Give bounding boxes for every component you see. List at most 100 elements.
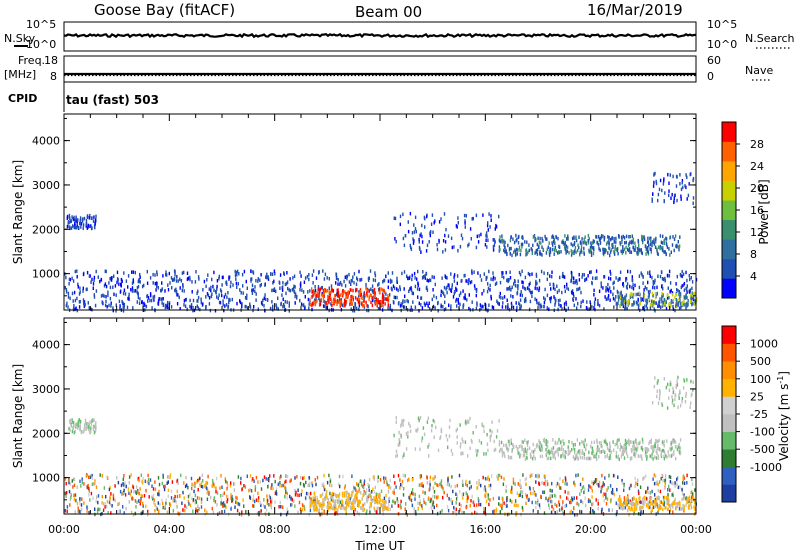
freq-label-1: Freq. <box>18 54 45 67</box>
data-cell <box>526 456 527 460</box>
data-cell <box>138 479 139 483</box>
data-cell <box>366 287 367 291</box>
data-cell <box>424 216 425 220</box>
data-cell <box>579 442 580 446</box>
data-cell <box>681 197 682 201</box>
data-cell <box>596 482 597 486</box>
data-cell <box>340 293 341 297</box>
data-cell <box>618 438 619 442</box>
data-cell <box>324 498 325 502</box>
data-cell <box>454 279 455 283</box>
data-cell <box>107 500 108 504</box>
data-cell <box>591 251 592 255</box>
data-cell <box>627 270 628 274</box>
data-cell <box>613 286 614 290</box>
data-cell <box>660 306 661 310</box>
data-cell <box>552 438 553 442</box>
data-cell <box>441 276 442 280</box>
data-cell <box>277 297 278 301</box>
data-cell <box>692 482 693 486</box>
data-cell <box>616 248 617 252</box>
data-cell <box>310 303 311 307</box>
data-cell <box>676 199 677 203</box>
data-cell <box>502 239 503 243</box>
data-cell <box>228 301 229 305</box>
data-cell <box>612 440 613 444</box>
data-cell <box>652 477 653 481</box>
data-cell <box>682 181 683 185</box>
data-cell <box>590 241 591 245</box>
data-cell <box>544 475 545 479</box>
data-cell <box>578 457 579 461</box>
data-cell <box>430 230 431 234</box>
data-cell <box>456 497 457 501</box>
data-cell <box>237 509 238 513</box>
data-cell <box>413 239 414 243</box>
data-cell <box>154 273 155 277</box>
data-cell <box>299 501 300 505</box>
data-cell <box>690 405 691 409</box>
data-cell <box>388 296 389 300</box>
data-cell <box>198 296 199 300</box>
data-cell <box>622 446 623 450</box>
data-cell <box>532 501 533 505</box>
data-cell <box>200 298 201 302</box>
data-cell <box>161 301 162 305</box>
data-cell <box>300 476 301 480</box>
data-cell <box>617 302 618 306</box>
data-cell <box>83 302 84 306</box>
data-cell <box>121 300 122 304</box>
data-cell <box>570 280 571 284</box>
data-cell <box>429 488 430 492</box>
data-cell <box>575 443 576 447</box>
data-cell <box>525 299 526 303</box>
data-cell <box>425 502 426 506</box>
data-cell <box>685 294 686 298</box>
data-cell <box>388 503 389 507</box>
data-cell <box>519 271 520 275</box>
data-cell <box>312 484 313 488</box>
data-cell <box>241 291 242 295</box>
data-cell <box>417 502 418 506</box>
data-cell <box>130 493 131 497</box>
data-cell <box>675 440 676 444</box>
data-cell <box>432 298 433 302</box>
data-cell <box>661 477 662 481</box>
data-cell <box>281 302 282 306</box>
data-cell <box>87 214 88 218</box>
data-cell <box>422 270 423 274</box>
data-cell <box>74 222 75 226</box>
data-cell <box>578 503 579 507</box>
data-cell <box>110 492 111 496</box>
data-cell <box>607 297 608 301</box>
data-cell <box>459 294 460 298</box>
data-cell <box>601 474 602 478</box>
data-cell <box>621 250 622 254</box>
data-cell <box>481 422 482 426</box>
data-cell <box>576 496 577 500</box>
data-cell <box>213 483 214 487</box>
colorbar-swatch <box>722 278 736 298</box>
data-cell <box>77 486 78 490</box>
data-cell <box>473 501 474 505</box>
data-cell <box>152 273 153 277</box>
data-cell <box>487 449 488 453</box>
data-cell <box>436 496 437 500</box>
data-cell <box>618 504 619 508</box>
data-cell <box>525 458 526 462</box>
data-cell <box>553 240 554 244</box>
data-cell <box>510 499 511 503</box>
data-cell <box>655 296 656 300</box>
data-cell <box>130 473 131 477</box>
data-cell <box>335 512 336 516</box>
data-cell <box>624 498 625 502</box>
data-cell <box>165 273 166 277</box>
data-cell <box>264 505 265 509</box>
data-cell <box>559 299 560 303</box>
data-cell <box>642 236 643 240</box>
data-cell <box>191 497 192 501</box>
data-cell <box>514 482 515 486</box>
data-cell <box>256 292 257 296</box>
data-cell <box>490 277 491 281</box>
data-cell <box>588 239 589 243</box>
